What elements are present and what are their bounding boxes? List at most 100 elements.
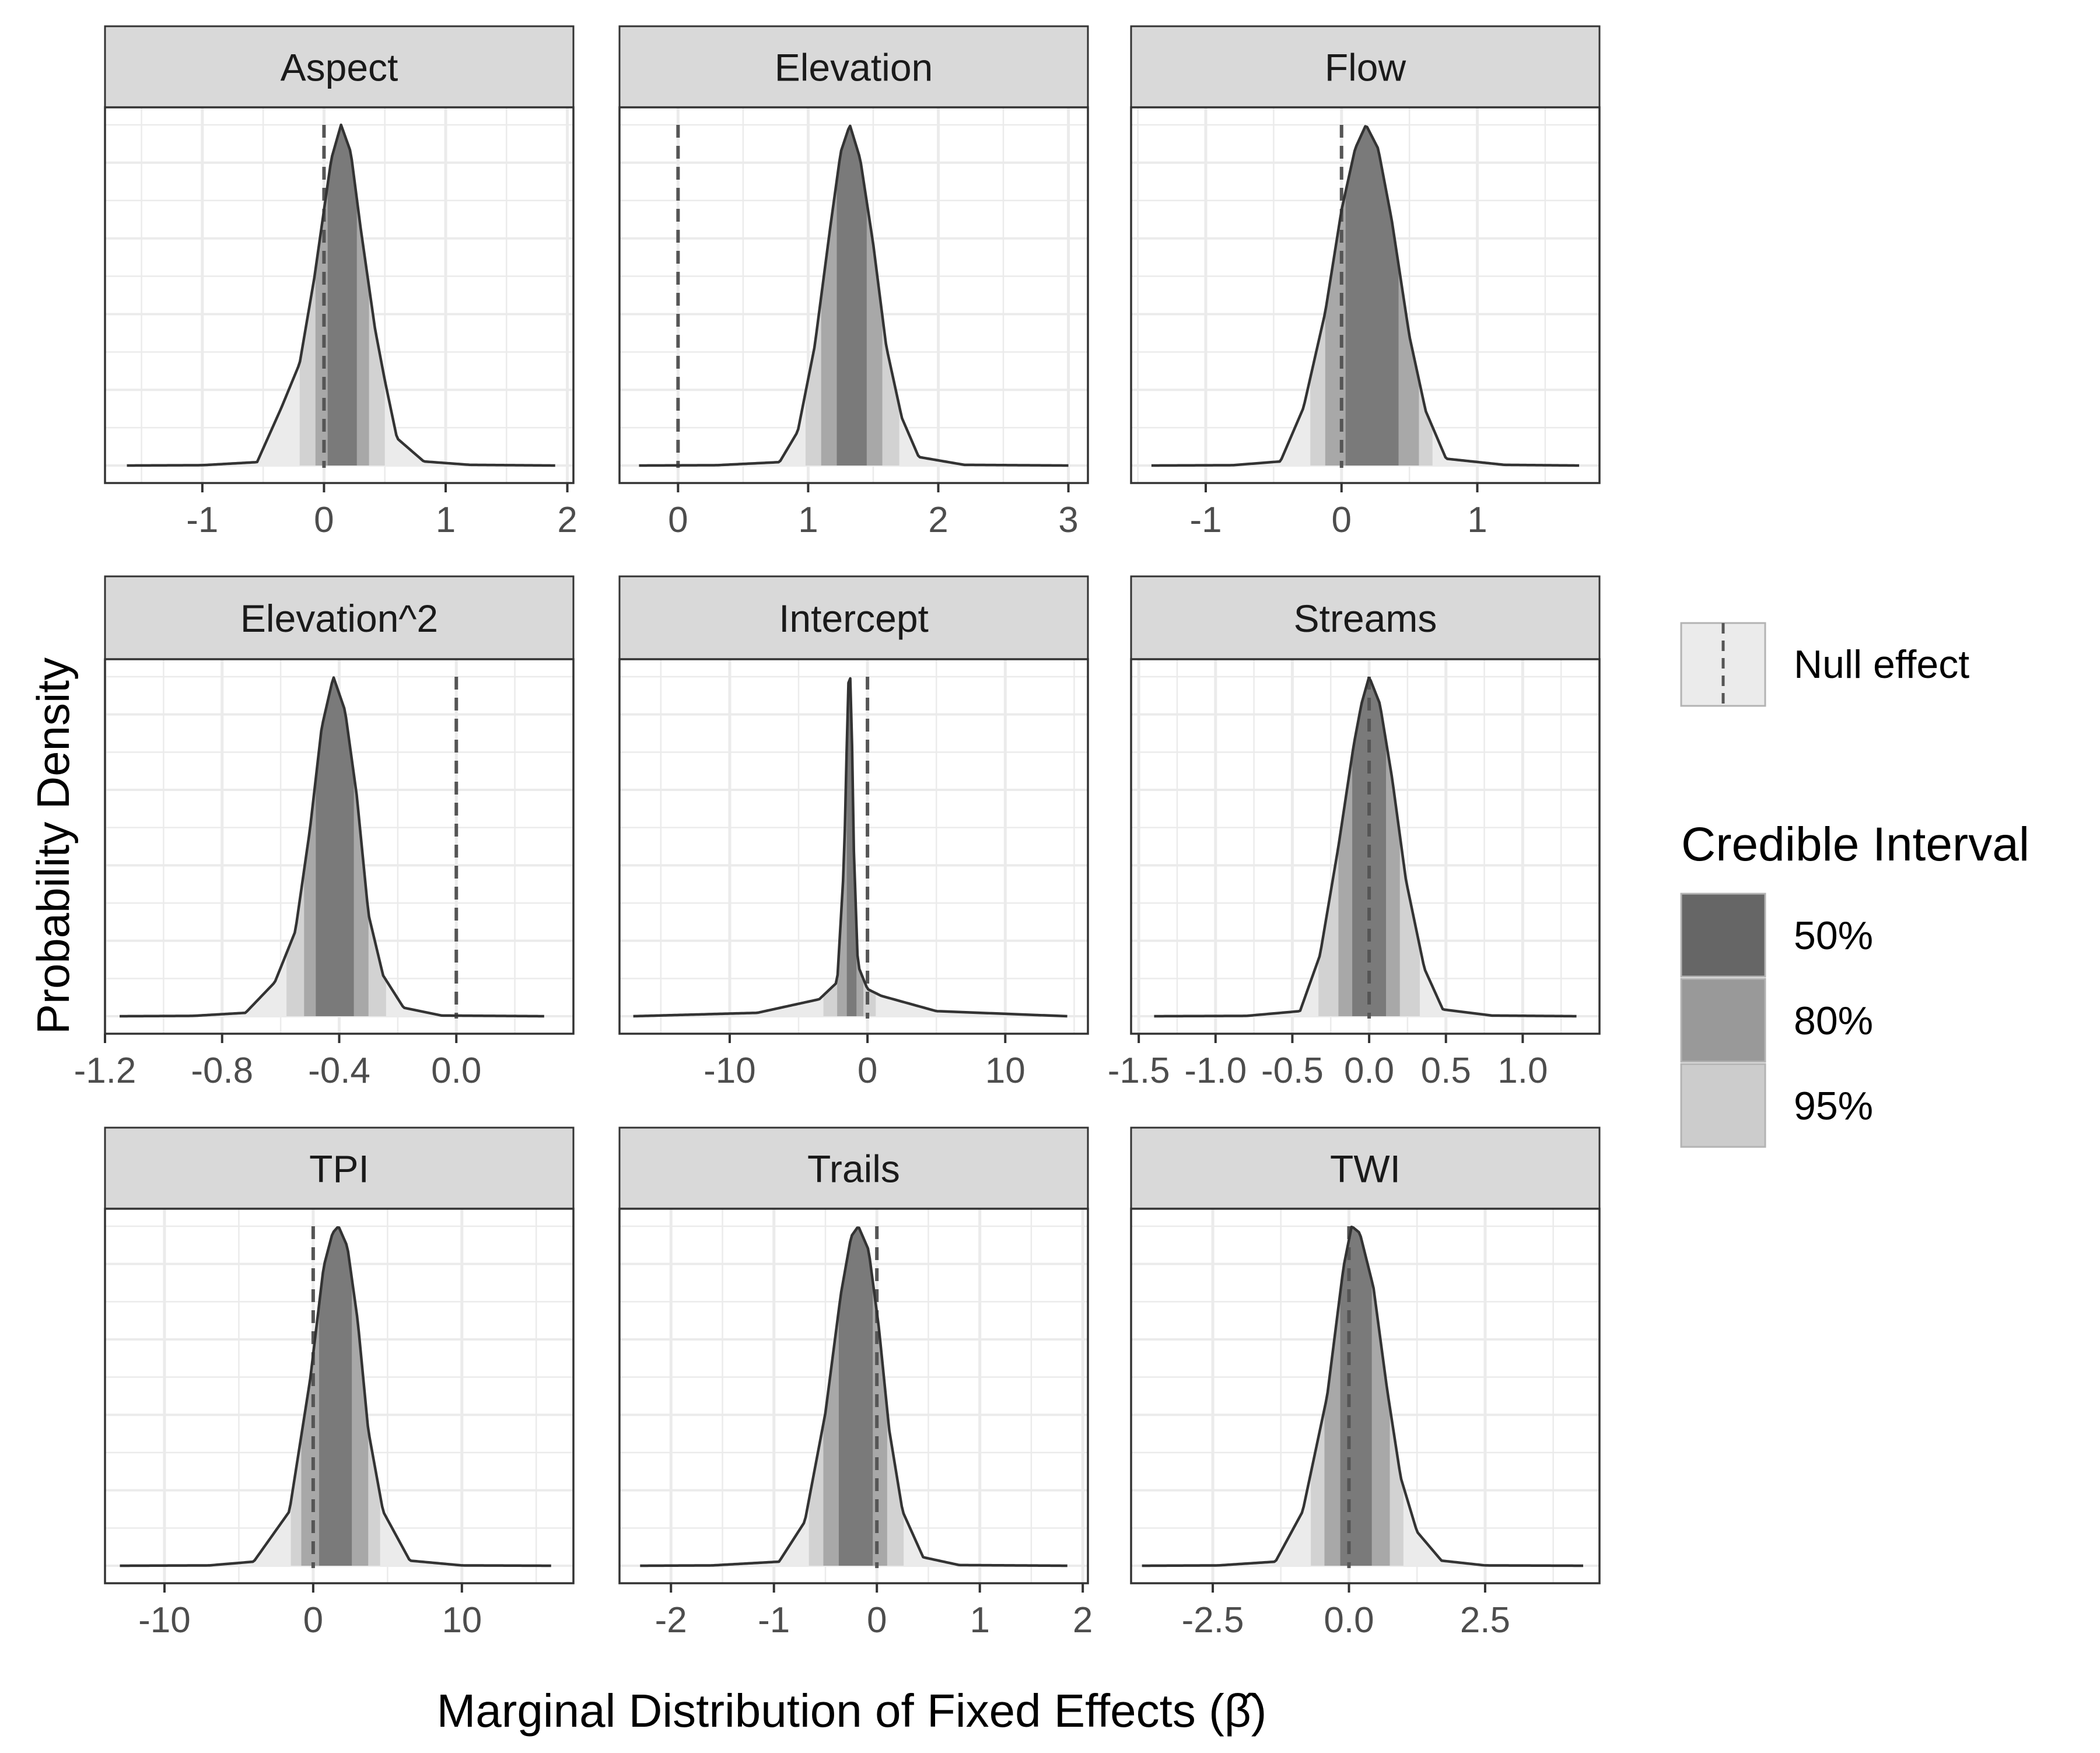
panel-title: Streams — [1294, 597, 1437, 640]
density-curve — [120, 1226, 551, 1567]
x-tick-label: 0.5 — [1421, 1051, 1471, 1091]
panel-border — [104, 106, 575, 484]
x-tick-label: -1 — [1189, 500, 1222, 540]
density-curve — [120, 676, 544, 1018]
panel-flow: Flow -1 0 1 — [1130, 25, 1601, 540]
panel-elevation: Elevation 0 1 2 3 — [618, 25, 1089, 540]
panel-title: Elevation^2 — [240, 597, 438, 640]
density-curve — [1142, 1225, 1583, 1567]
panel-strip — [618, 575, 1089, 660]
panel-title: Intercept — [779, 597, 929, 640]
legend: Null effect Credible Interval 50% 80% 95% — [1680, 622, 2029, 1148]
density-curve — [639, 124, 1069, 467]
x-tick-label: 2 — [1073, 1600, 1093, 1640]
credible-interval-title: Credible Interval — [1681, 818, 2029, 871]
panel-title: Elevation — [775, 46, 933, 89]
panel-trails: Trails -2 -1 0 1 2 — [618, 1126, 1093, 1640]
panel-border — [1130, 1208, 1601, 1584]
x-tick-label: -1.2 — [74, 1051, 136, 1091]
x-tick-label: 0.0 — [1344, 1051, 1394, 1091]
x-tick-label: 10 — [985, 1051, 1026, 1091]
x-tick-label: -2.5 — [1182, 1600, 1244, 1640]
ci-50-band — [1340, 1227, 1372, 1566]
x-tick-label: 0 — [314, 500, 334, 540]
legend-swatch-80 — [1680, 978, 1766, 1063]
x-tick-label: -1.5 — [1108, 1051, 1170, 1091]
density-curve — [633, 677, 1068, 1018]
x-tick-label: 0.0 — [1324, 1600, 1374, 1640]
panel-strip — [1130, 25, 1601, 109]
ci-50-band — [316, 677, 354, 1016]
legend-label-50: 50% — [1794, 914, 1873, 958]
legend-swatch-50 — [1680, 893, 1766, 978]
x-tick-label: 0 — [668, 500, 688, 540]
legend-items: 50% 80% 95% — [1680, 893, 1873, 1148]
x-tick-label: 1 — [970, 1600, 989, 1640]
x-tick-label: 10 — [442, 1600, 482, 1640]
panel-strip — [618, 25, 1089, 109]
x-tick-label: -1 — [186, 500, 218, 540]
panel-border — [1130, 106, 1601, 484]
x-tick-label: -1 — [758, 1600, 790, 1640]
x-tick-label: 0.0 — [431, 1051, 481, 1091]
panel-border — [104, 1208, 575, 1584]
panel-title: Aspect — [281, 46, 398, 89]
x-tick-label: -0.4 — [308, 1051, 370, 1091]
panel-tpi: TPI -10 0 10 — [104, 1126, 575, 1640]
x-tick-label: 2 — [557, 500, 577, 540]
x-axis-label: Marginal Distribution of Fixed Effects (… — [437, 1685, 1267, 1737]
ci-50-band — [846, 678, 857, 1016]
null-effect-label: Null effect — [1794, 642, 1969, 687]
panel-title: Trails — [807, 1147, 900, 1191]
panel-title: Flow — [1325, 46, 1406, 89]
legend-label-80: 80% — [1794, 999, 1873, 1043]
y-axis-label: Probability Density — [27, 657, 79, 1034]
x-tick-label: 1 — [798, 500, 818, 540]
panel-title: TPI — [309, 1147, 369, 1191]
panel-border — [1130, 658, 1601, 1035]
ci-50-band — [838, 1227, 873, 1566]
x-tick-label: -1.0 — [1184, 1051, 1247, 1091]
ci-50-band — [1345, 126, 1399, 466]
ci-50-band — [319, 1227, 352, 1566]
ci-50-band — [836, 125, 867, 466]
density-curve — [1151, 125, 1580, 467]
panel-strip — [1130, 1126, 1601, 1210]
panel-title: TWI — [1330, 1147, 1401, 1191]
ci-50-band — [327, 125, 357, 466]
legend-label-95: 95% — [1794, 1084, 1873, 1128]
x-tick-label: 0 — [303, 1600, 323, 1640]
panel-streams: Streams -1.5 -1.0 -0.5 0.0 0.5 1.0 — [1108, 575, 1601, 1091]
panel-strip — [104, 25, 575, 109]
panel-strip — [1130, 575, 1601, 660]
density-curve — [1154, 676, 1577, 1018]
panel-border — [618, 658, 1089, 1035]
panel-strip — [104, 575, 575, 660]
x-tick-label: 2.5 — [1460, 1600, 1510, 1640]
x-tick-label: -10 — [138, 1600, 191, 1640]
x-tick-label: -2 — [655, 1600, 687, 1640]
x-tick-label: 3 — [1058, 500, 1078, 540]
x-tick-label: 0 — [867, 1600, 887, 1640]
legend-swatch-95 — [1680, 1063, 1766, 1148]
x-tick-label: 2 — [928, 500, 948, 540]
x-tick-label: -0.8 — [191, 1051, 253, 1091]
panel-border — [618, 1208, 1089, 1584]
x-tick-label: 0 — [1332, 500, 1352, 540]
panel-intercept: Intercept -10 0 10 — [618, 575, 1089, 1091]
x-tick-label: -0.5 — [1261, 1051, 1324, 1091]
panel-strip — [618, 1126, 1089, 1210]
x-tick-label: -10 — [704, 1051, 756, 1091]
panel-aspect: Aspect -1 0 1 2 — [104, 25, 578, 540]
density-curve — [640, 1226, 1068, 1567]
x-tick-label: 1 — [1467, 500, 1487, 540]
panel-elevation-2: Elevation^2 -1.2 -0.8 -0.4 0.0 — [74, 575, 575, 1091]
density-curve — [127, 123, 555, 467]
x-tick-label: 0 — [858, 1051, 877, 1091]
panel-border — [618, 106, 1089, 484]
x-tick-label: 1 — [436, 500, 456, 540]
panel-twi: TWI -2.5 0.0 2.5 — [1130, 1126, 1601, 1640]
